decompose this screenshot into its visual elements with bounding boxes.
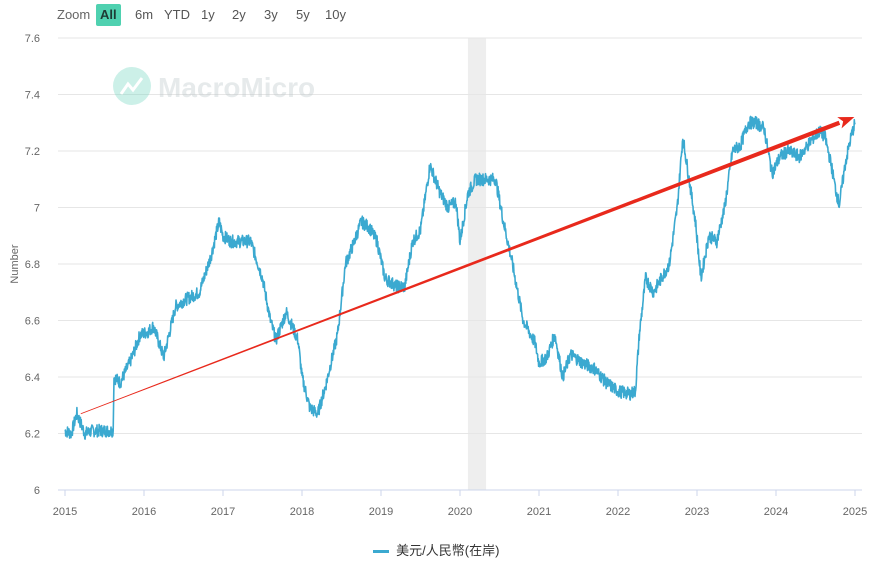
y-tick-label: 6.6 [25, 316, 40, 328]
x-tick-label: 2017 [211, 506, 235, 518]
x-tick-label: 2016 [132, 506, 156, 518]
y-tick-label: 6.2 [25, 429, 40, 441]
trend-arrow-group [80, 117, 855, 415]
y-tick-label: 6.4 [25, 372, 40, 384]
y-tick-label: 7 [34, 203, 40, 215]
trend-arrow-head-icon [837, 117, 855, 129]
x-tick-label: 2019 [369, 506, 393, 518]
chart-svg: 6 6.2 6.4 6.6 6.8 7 7.2 7.4 7.6 2015 2016 2017 2018… [9, 33, 867, 518]
y-tick-label: 7.6 [25, 33, 40, 45]
y-axis-ticks: 6 6.2 6.4 6.6 6.8 7 7.2 7.4 7.6 [25, 33, 40, 497]
watermark-logo-icon [113, 67, 151, 105]
trend-arrow-shaft [80, 120, 841, 415]
x-tick-label: 2025 [843, 506, 867, 518]
zoom-5y-button[interactable]: 5y [296, 7, 310, 22]
zoom-label: Zoom [57, 7, 91, 22]
watermark: MacroMicro [113, 67, 315, 105]
x-tick-label: 2022 [606, 506, 630, 518]
zoom-1y-button[interactable]: 1y [201, 7, 215, 22]
legend[interactable]: 美元/人民幣(在岸) [0, 540, 872, 559]
y-tick-label: 6 [34, 485, 40, 497]
y-tick-label: 7.2 [25, 146, 40, 158]
x-tick-label: 2023 [685, 506, 709, 518]
watermark-text: MacroMicro [158, 72, 315, 103]
legend-line-icon [372, 550, 389, 554]
x-tick-label: 2020 [448, 506, 472, 518]
series-line [64, 115, 856, 440]
zoom-ytd-button[interactable]: YTD [164, 7, 190, 22]
watermark-logo-mark-icon [119, 77, 144, 95]
zoom-all-button[interactable]: All [96, 4, 121, 26]
x-axis-ticks: 2015 2016 2017 2018 2019 2020 2021 2022 2023 2024… [53, 489, 867, 518]
x-tick-label: 2018 [290, 506, 314, 518]
y-tick-label: 7.4 [25, 90, 40, 102]
y-tick-label: 6.8 [25, 259, 40, 271]
zoom-2y-button[interactable]: 2y [232, 7, 246, 22]
zoom-3y-button[interactable]: 3y [264, 7, 278, 22]
x-tick-label: 2024 [764, 506, 788, 518]
legend-label: 美元/人民幣(在岸) [396, 543, 500, 558]
y-axis-label: Number [9, 244, 21, 283]
zoom-6m-button[interactable]: 6m [135, 7, 154, 22]
zoom-bar: Zoom All 6m YTD 1y 2y 3y 5y 10y [0, 0, 872, 30]
x-tick-label: 2015 [53, 506, 77, 518]
gridlines [58, 37, 862, 491]
x-tick-label: 2021 [527, 506, 551, 518]
zoom-10y-button[interactable]: 10y [325, 7, 346, 22]
